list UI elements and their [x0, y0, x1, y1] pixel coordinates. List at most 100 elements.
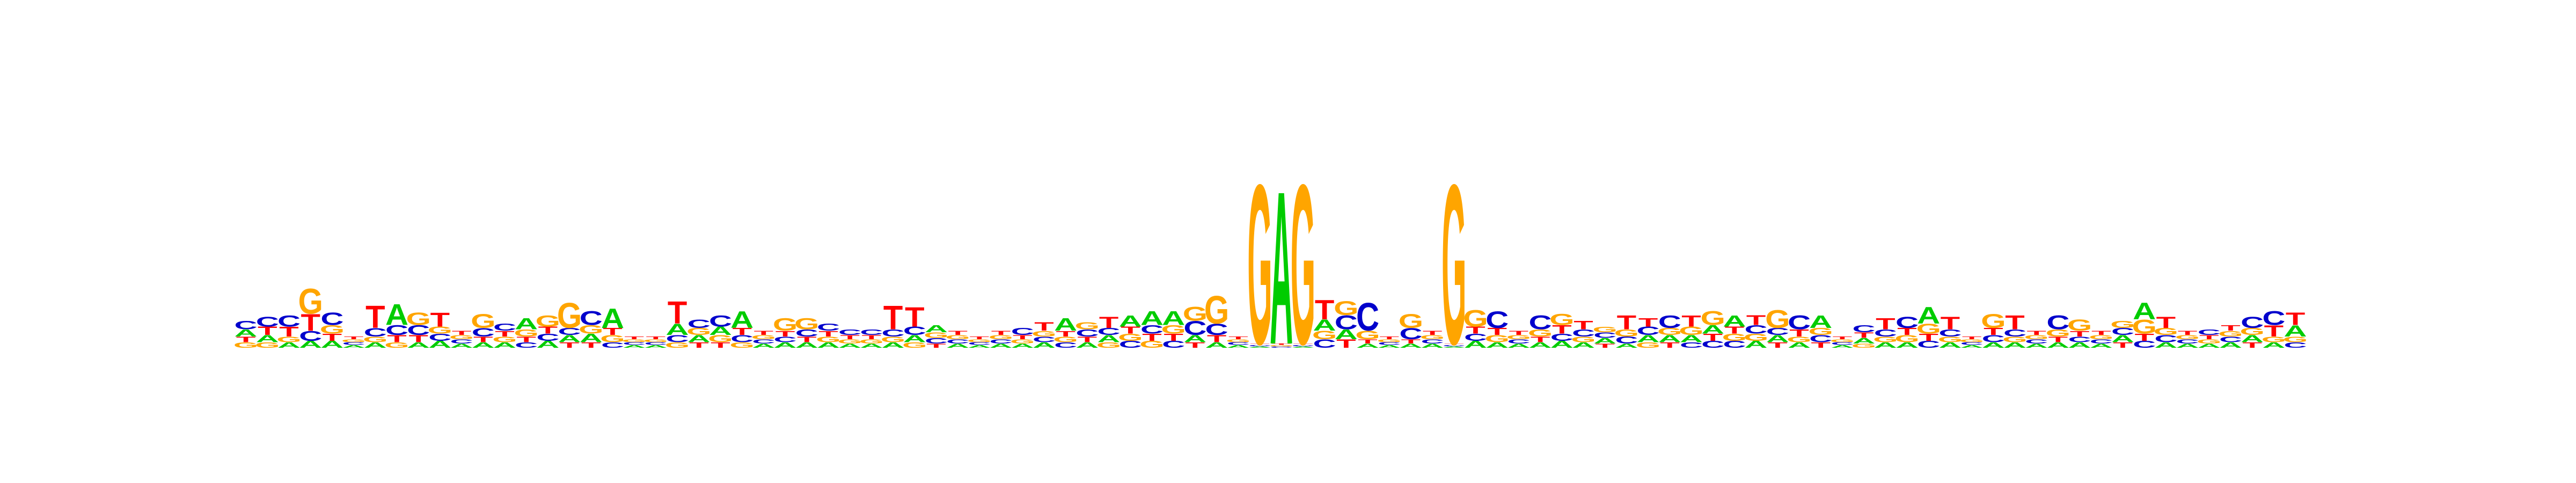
logo-letter-t: T: [1034, 320, 1054, 333]
logo-letter-g: G: [1484, 333, 1509, 345]
logo-letter-t: T: [775, 330, 795, 338]
logo-letter-a: A: [364, 341, 387, 349]
logo-letter-a: A: [299, 339, 322, 350]
logo-letter-g: G: [320, 323, 345, 336]
logo-letter-g: G: [686, 326, 711, 338]
logo-letter-t: T: [926, 342, 946, 349]
logo-letter-g: G: [902, 341, 927, 349]
logo-letter-g: G: [1636, 341, 1660, 349]
logo-letter-a: A: [882, 341, 905, 349]
logo-letter-c: C: [1938, 327, 1962, 339]
logo-letter-g: G: [1916, 321, 1941, 336]
logo-letter-c: C: [1615, 335, 1638, 346]
logo-letter-c: C: [1270, 346, 1293, 348]
logo-letter-c: C: [320, 309, 343, 329]
logo-letter-t: T: [430, 309, 450, 331]
logo-letter-g: G: [1441, 137, 1466, 392]
logo-letter-t: T: [1099, 313, 1119, 331]
logo-letter-a: A: [709, 324, 732, 338]
logo-letter-g: G: [1291, 137, 1315, 392]
logo-letter-a: A: [2003, 341, 2026, 349]
logo-letter-a: A: [1291, 346, 1314, 348]
logo-letter-a: A: [1938, 341, 1962, 349]
logo-letter-c: C: [2068, 335, 2091, 343]
logo-letter-t: T: [948, 330, 967, 336]
logo-letter-a: A: [580, 331, 603, 345]
logo-letter-a: A: [2176, 342, 2199, 349]
logo-letter-a: A: [1421, 342, 1444, 349]
logo-letter-t: T: [1574, 318, 1593, 332]
logo-letter-t: T: [2048, 335, 2068, 343]
logo-letter-t: T: [1163, 332, 1183, 343]
logo-letter-t: T: [1617, 311, 1636, 334]
logo-letter-g: G: [1528, 327, 1553, 339]
logo-letter-c: C: [817, 322, 840, 333]
logo-letter-t: T: [279, 324, 298, 339]
logo-letter-a: A: [2090, 342, 2113, 349]
logo-letter-t: T: [2005, 311, 2024, 334]
logo-letter-g: G: [406, 309, 430, 329]
logo-letter-t: T: [1315, 294, 1334, 325]
logo-letter-c: C: [364, 326, 387, 339]
logo-letter-a: A: [1313, 316, 1336, 334]
logo-letter-c: C: [1205, 320, 1228, 338]
logo-letter-a: A: [730, 306, 753, 333]
logo-letter-a: A: [1637, 333, 1660, 345]
logo-letter-a: A: [990, 342, 1013, 349]
logo-letter-g: G: [1183, 303, 1208, 325]
logo-letter-t: T: [1681, 312, 1701, 330]
logo-letter-c: C: [1788, 311, 1811, 334]
logo-letter-a: A: [515, 315, 538, 333]
logo-letter-c: C: [515, 341, 538, 349]
logo-letter-g: G: [600, 333, 625, 345]
logo-letter-a: A: [1356, 342, 1379, 349]
logo-letter-g: G: [1808, 326, 1833, 338]
logo-letter-t: T: [1789, 327, 1809, 339]
logo-letter-t: T: [668, 295, 687, 331]
logo-letter-a: A: [1270, 146, 1293, 390]
logo-letter-t: T: [1487, 326, 1506, 338]
logo-letter-t: T: [1185, 341, 1205, 349]
logo-letter-a: A: [407, 341, 430, 349]
logo-letter-c: C: [256, 314, 279, 330]
logo-letter-g: G: [859, 338, 884, 345]
logo-letter-a: A: [1745, 339, 1768, 350]
logo-letter-a: A: [1982, 341, 2005, 349]
logo-letter-g: G: [837, 338, 862, 345]
logo-letter-a: A: [1140, 307, 1163, 330]
logo-letter-a: A: [1701, 323, 1724, 336]
logo-letter-a: A: [277, 341, 301, 349]
logo-letter-t: T: [624, 335, 643, 340]
logo-letter-c: C: [1162, 339, 1185, 350]
logo-letter-g: G: [1981, 310, 2006, 332]
logo-letter-c: C: [1183, 317, 1206, 340]
logo-letter-g: G: [751, 334, 776, 340]
logo-letter-c: C: [1485, 306, 1509, 333]
logo-letter-a: A: [2046, 341, 2069, 349]
logo-letter-g: G: [1592, 325, 1617, 334]
